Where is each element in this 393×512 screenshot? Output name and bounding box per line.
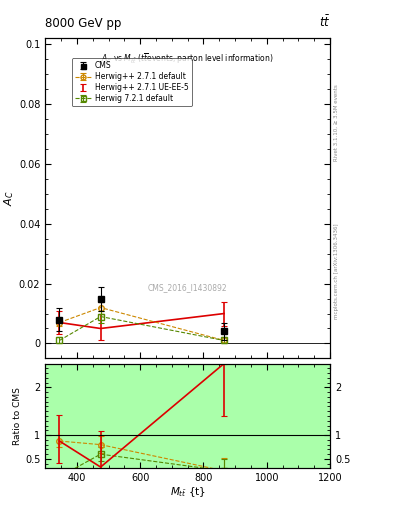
Text: $t\bar{t}$: $t\bar{t}$ [319,15,330,30]
Text: CMS_2016_I1430892: CMS_2016_I1430892 [148,284,228,292]
Y-axis label: $A_C$: $A_C$ [2,190,16,206]
Text: Rivet 3.1.10, ≥ 3.5M events: Rivet 3.1.10, ≥ 3.5M events [334,84,338,161]
Y-axis label: Ratio to CMS: Ratio to CMS [13,387,22,445]
Text: $A_C$ vs $M_{t\bar{t}}$ ($t\overline{t}$events, parton level information): $A_C$ vs $M_{t\bar{t}}$ ($t\overline{t}$… [101,51,274,66]
Text: mcplots.cern.ch [arXiv:1306.3436]: mcplots.cern.ch [arXiv:1306.3436] [334,224,338,319]
Text: 8000 GeV pp: 8000 GeV pp [45,17,121,30]
Legend: CMS, Herwig++ 2.7.1 default, Herwig++ 2.7.1 UE-EE-5, Herwig 7.2.1 default: CMS, Herwig++ 2.7.1 default, Herwig++ 2.… [72,58,191,106]
X-axis label: $M_{t\bar{t}}$ {t}: $M_{t\bar{t}}$ {t} [169,485,206,499]
